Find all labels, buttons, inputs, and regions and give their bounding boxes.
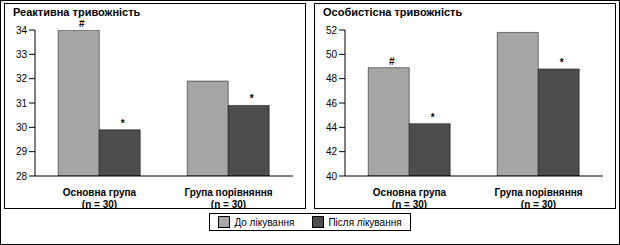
svg-text:*: *	[431, 112, 435, 123]
svg-text:#: #	[389, 56, 395, 67]
svg-text:Основна група: Основна група	[63, 187, 137, 198]
svg-text:*: *	[121, 118, 125, 129]
svg-text:42: 42	[326, 146, 338, 157]
svg-text:(n = 30): (n = 30)	[521, 199, 556, 208]
svg-text:34: 34	[16, 25, 28, 36]
svg-text:32: 32	[16, 73, 28, 84]
svg-text:52: 52	[326, 25, 338, 36]
svg-text:30: 30	[16, 122, 28, 133]
svg-text:(n = 30): (n = 30)	[392, 199, 427, 208]
svg-text:#: #	[79, 20, 85, 29]
svg-text:Група порівняння: Група порівняння	[494, 187, 582, 198]
svg-text:*: *	[560, 57, 564, 68]
svg-text:48: 48	[326, 73, 338, 84]
svg-text:28: 28	[16, 171, 28, 182]
svg-text:Основна група: Основна група	[373, 187, 447, 198]
svg-text:40: 40	[326, 171, 338, 182]
svg-text:44: 44	[326, 122, 338, 133]
html-text:Реактивна тривожність: Реактивна тривожність	[13, 6, 141, 18]
svg-text:(n = 30): (n = 30)	[211, 199, 246, 208]
svg-text:33: 33	[16, 49, 28, 60]
svg-text:46: 46	[326, 98, 338, 109]
svg-text:Група порівняння: Група порівняння	[184, 187, 272, 198]
html-text:До лікування: До лікування	[234, 216, 295, 228]
svg-text:50: 50	[326, 49, 338, 60]
svg-text:(n = 30): (n = 30)	[82, 199, 117, 208]
svg-text:29: 29	[16, 146, 28, 157]
svg-text:31: 31	[16, 98, 28, 109]
html-text:Після лікування: Після лікування	[328, 216, 402, 228]
html-text:Особистісна тривожність: Особистісна тривожність	[323, 6, 463, 18]
svg-text:*: *	[250, 93, 254, 104]
